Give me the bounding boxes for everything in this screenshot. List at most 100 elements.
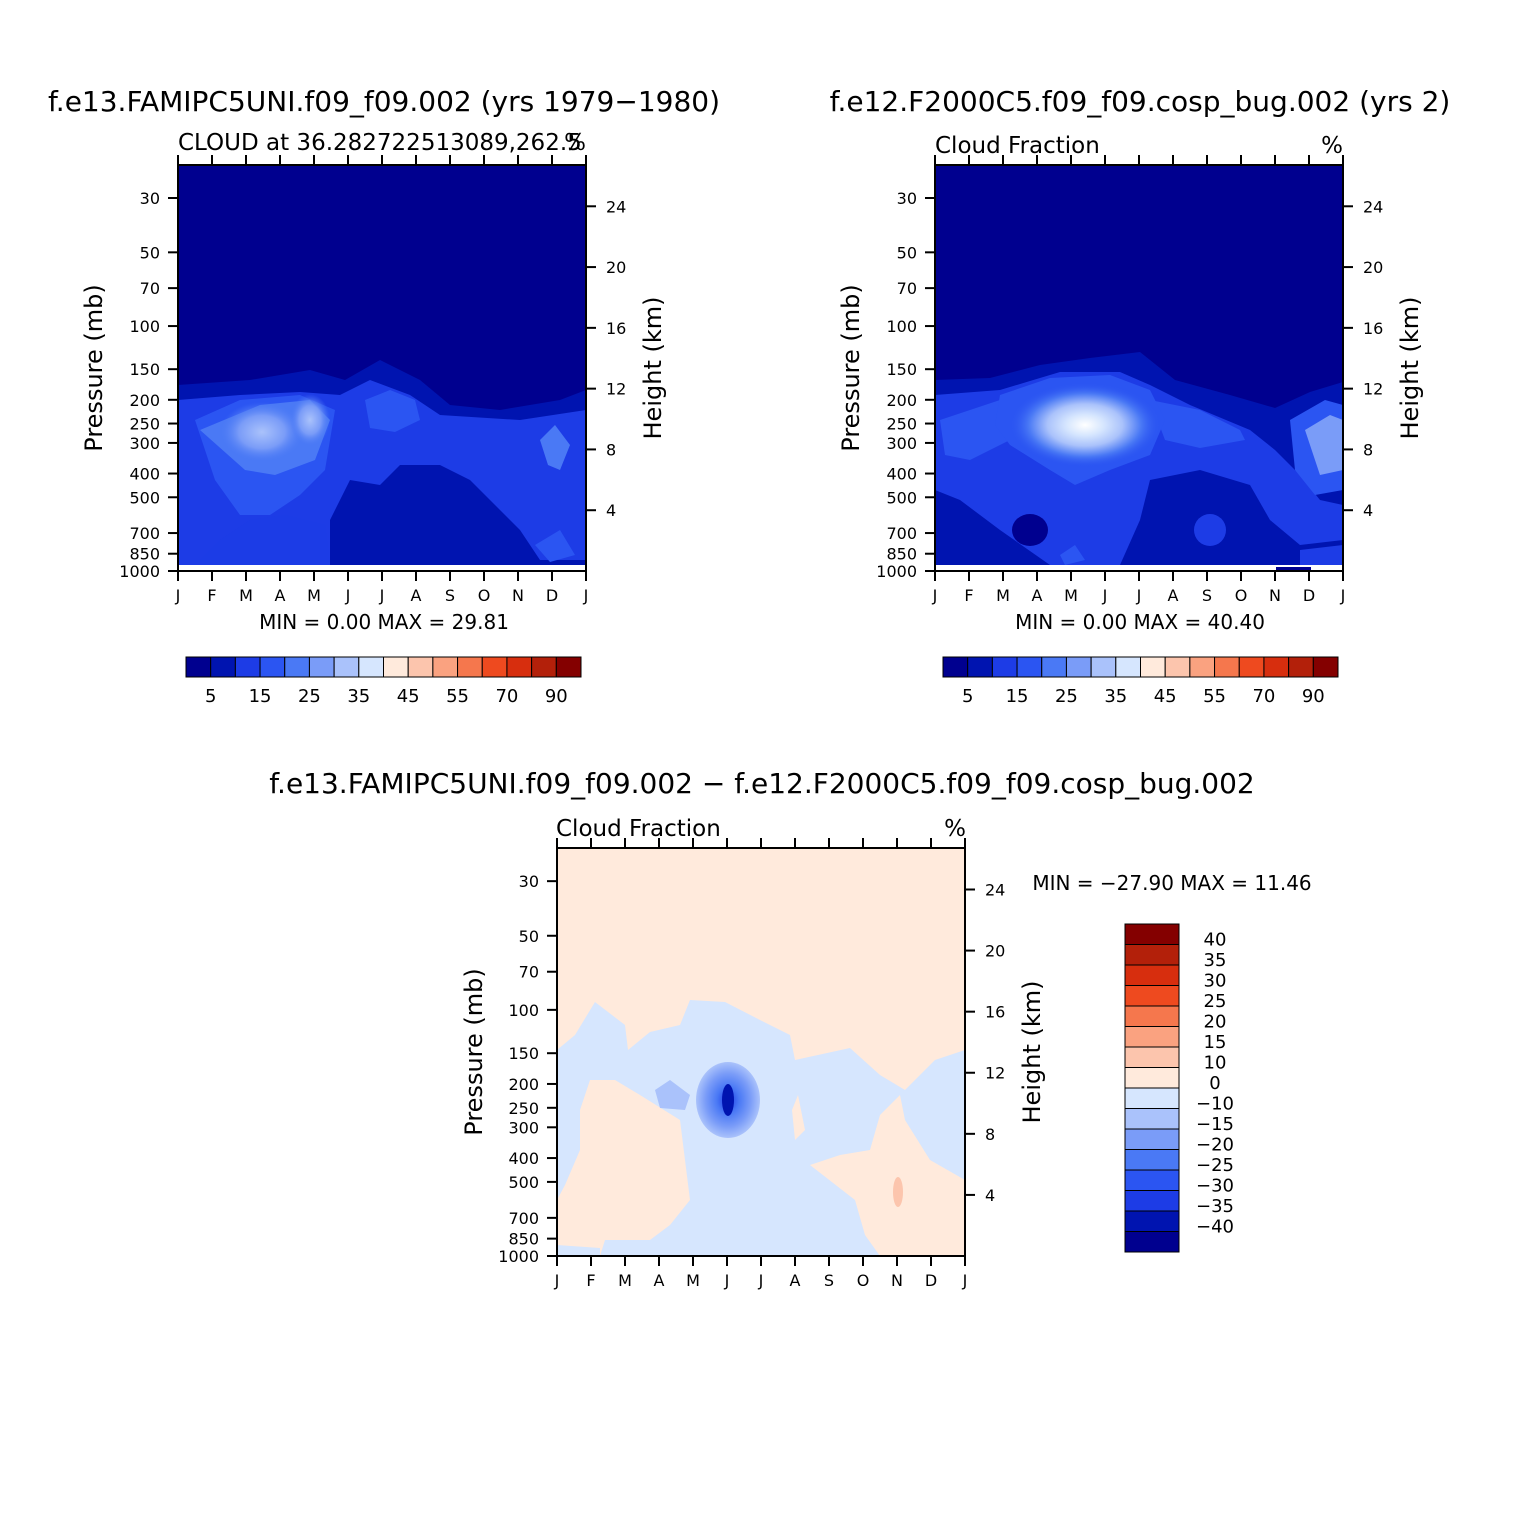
colorbar-swatch bbox=[1124, 1210, 1180, 1232]
colorbar-label: 35 bbox=[1204, 950, 1227, 971]
y-right-tick-label: 16 bbox=[985, 1003, 1005, 1022]
y-tick-label: 850 bbox=[129, 545, 160, 564]
y-tick-label: 100 bbox=[886, 317, 917, 336]
x-tick-label: J bbox=[1340, 586, 1346, 605]
x-tick-label: M bbox=[686, 1271, 700, 1290]
x-tick-label: M bbox=[996, 586, 1010, 605]
colorbar-swatch bbox=[1214, 656, 1240, 678]
x-tick-label: A bbox=[411, 586, 422, 605]
colorbar-label: −25 bbox=[1196, 1155, 1234, 1176]
y-tick-label: 400 bbox=[886, 465, 917, 484]
x-tick-label: F bbox=[586, 1271, 595, 1290]
contour-layer bbox=[1150, 400, 1245, 448]
y-right-tick-label: 20 bbox=[606, 258, 626, 277]
colorbar-swatch bbox=[234, 656, 261, 678]
y-axis-right: 24 20 16 12 8 4 bbox=[1343, 197, 1383, 520]
units-label: % bbox=[1321, 133, 1343, 159]
colorbar-label: 55 bbox=[1203, 686, 1226, 707]
surface-strip bbox=[178, 565, 586, 570]
contour-field bbox=[935, 165, 1343, 571]
x-tick-label: A bbox=[654, 1271, 665, 1290]
y-tick-label: 250 bbox=[886, 415, 917, 434]
x-tick-label: F bbox=[207, 586, 216, 605]
colorbar-label: 30 bbox=[1204, 971, 1227, 992]
colorbar-swatch bbox=[531, 656, 557, 678]
y-tick-label: 250 bbox=[508, 1099, 539, 1118]
colorbar-label: 40 bbox=[1204, 930, 1227, 951]
colorbar-swatch bbox=[1124, 1128, 1180, 1150]
x-tick-label: S bbox=[1202, 586, 1212, 605]
x-tick-label: M bbox=[1064, 586, 1078, 605]
y-tick-label: 150 bbox=[886, 360, 917, 379]
x-tick-label: J bbox=[724, 1271, 730, 1290]
x-tick-label: N bbox=[1269, 586, 1281, 605]
y-tick-label: 300 bbox=[508, 1118, 539, 1137]
x-tick-label: J bbox=[1136, 586, 1142, 605]
x-tick-label: S bbox=[445, 586, 455, 605]
x-tick-label: D bbox=[1303, 586, 1315, 605]
colorbar-label: 25 bbox=[1204, 991, 1227, 1012]
x-tick-label: A bbox=[1168, 586, 1179, 605]
y-axis-label-right: Height (km) bbox=[639, 297, 667, 440]
colorbar-swatch bbox=[1124, 1046, 1180, 1068]
y-right-tick-label: 24 bbox=[606, 197, 626, 216]
y-tick-label: 1000 bbox=[498, 1247, 539, 1266]
colorbar-swatch bbox=[506, 656, 533, 678]
y-tick-label: 700 bbox=[129, 524, 160, 543]
contour-layer bbox=[557, 1000, 965, 1256]
y-tick-label: 400 bbox=[508, 1149, 539, 1168]
y-tick-label: 1000 bbox=[119, 562, 160, 581]
y-right-tick-label: 12 bbox=[606, 380, 626, 399]
y-tick-label: 1000 bbox=[876, 562, 917, 581]
colorbar-label: 35 bbox=[1104, 686, 1127, 707]
colorbar-swatch bbox=[991, 656, 1018, 678]
y-right-tick-label: 20 bbox=[1363, 258, 1383, 277]
contour-layer bbox=[1305, 415, 1343, 475]
colorbar-label: −15 bbox=[1196, 1114, 1234, 1135]
contour-layer bbox=[540, 425, 570, 470]
x-tick-label: J bbox=[554, 1271, 560, 1290]
colorbar-swatch bbox=[432, 656, 459, 678]
y-tick-label: 500 bbox=[886, 488, 917, 507]
colorbar-label: 25 bbox=[1055, 686, 1078, 707]
y-axis-right: 24 20 16 12 8 4 bbox=[586, 197, 626, 520]
x-tick-label: N bbox=[512, 586, 524, 605]
x-tick-label: J bbox=[1102, 586, 1108, 605]
x-tick-label: J bbox=[345, 586, 351, 605]
x-tick-label: A bbox=[1032, 586, 1043, 605]
surface-gap bbox=[1276, 567, 1311, 571]
y-right-tick-label: 12 bbox=[1363, 380, 1383, 399]
colorbar-label: −40 bbox=[1196, 1217, 1234, 1238]
y-axis-label: Pressure (mb) bbox=[80, 284, 108, 451]
colorbar-label: 5 bbox=[205, 686, 216, 707]
panel-subtitle: Cloud Fraction bbox=[556, 816, 721, 842]
colorbar-label: 90 bbox=[1302, 686, 1325, 707]
colorbar-swatch bbox=[1124, 1067, 1180, 1089]
colorbar-label: 35 bbox=[347, 686, 370, 707]
y-axis-label-right: Height (km) bbox=[1396, 297, 1424, 440]
y-tick-label: 300 bbox=[129, 434, 160, 453]
y-tick-label: 70 bbox=[897, 279, 917, 298]
colorbar-label: 20 bbox=[1204, 1012, 1227, 1033]
x-tick-label: M bbox=[239, 586, 253, 605]
y-tick-label: 30 bbox=[519, 872, 539, 891]
y-tick-label: 70 bbox=[140, 279, 160, 298]
colorbar-label: 15 bbox=[1006, 686, 1029, 707]
y-right-tick-label: 4 bbox=[606, 501, 616, 520]
y-tick-label: 30 bbox=[897, 189, 917, 208]
panel-title: f.e13.FAMIPC5UNI.f09_f09.002 (yrs 1979−1… bbox=[48, 85, 720, 118]
colorbar-label: 55 bbox=[446, 686, 469, 707]
y-right-tick-label: 8 bbox=[606, 440, 616, 459]
colorbar-swatch bbox=[1090, 656, 1117, 678]
colorbar-swatch bbox=[284, 656, 310, 678]
x-tick-label: N bbox=[891, 1271, 903, 1290]
colorbar-swatch bbox=[1124, 1190, 1180, 1212]
x-tick-label: J bbox=[962, 1271, 968, 1290]
y-right-tick-label: 4 bbox=[1363, 501, 1373, 520]
panel-difference: f.e13.FAMIPC5UNI.f09_f09.002 − f.e12.F20… bbox=[269, 767, 1311, 1290]
panel-title: f.e13.FAMIPC5UNI.f09_f09.002 − f.e12.F20… bbox=[269, 767, 1255, 800]
colorbar-label: 10 bbox=[1204, 1053, 1227, 1074]
